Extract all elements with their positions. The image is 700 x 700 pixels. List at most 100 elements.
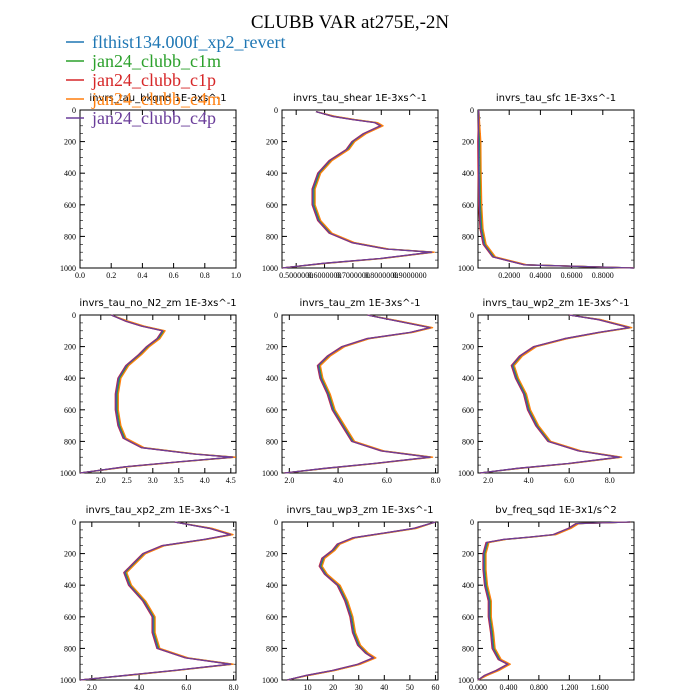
y-tick-label: 200 [266,343,278,352]
series-line-jan24_clubb_c4m [284,314,434,474]
x-tick-label: 0.6000 [561,271,583,280]
panel-title: invrs_tau_sfc 1E-3xs^-1 [496,93,616,104]
series-line-flthist134.000f_xp2_revert [284,314,432,474]
y-tick-label: 600 [64,201,76,210]
panel-invrs_tau_wp3_zm: invrs_tau_wp3_zm 1E-3xs^-1 0 200 400 600 800 1… [262,505,439,692]
y-tick-label: 800 [462,232,474,241]
x-tick-label: 6.0 [564,476,574,485]
x-tick-label: 4.0 [134,683,144,692]
series-line-jan24_clubb_c1m [478,109,635,269]
y-tick-label: 800 [64,437,76,446]
y-tick-label: 600 [266,613,278,622]
x-tick-label: 4.0 [524,476,534,485]
x-tick-label: 40 [380,683,388,692]
series-line-jan24_clubb_c4p [286,521,436,681]
series-line-jan24_clubb_c4p [79,314,234,474]
x-tick-label: 20 [329,683,337,692]
x-tick-label: 2.0 [284,476,294,485]
x-tick-label: 0.5000000 [279,271,313,280]
y-tick-label: 600 [64,406,76,415]
y-tick-label: 200 [462,138,474,147]
panel-invrs_tau_shear: invrs_tau_shear 1E-3xs^-1 0 200 400 600 800 10… [262,93,439,280]
series-line-jan24_clubb_c4m [479,314,633,474]
x-tick-label: 2.0 [87,683,97,692]
plot-frame [477,521,635,681]
series-line-jan24_clubb_c1m [281,110,435,269]
series-line-jan24_clubb_c4m [478,109,635,269]
y-tick-label: 200 [462,550,474,559]
x-tick-label: 0.8000000 [364,271,398,280]
series-line-jan24_clubb_c4m [281,110,435,269]
panel-invrs_tau_xp2_zm: invrs_tau_xp2_zm 1E-3xs^-1 0 200 400 600 800 1… [60,505,239,692]
x-tick-label: 6.0 [382,476,392,485]
plot-frame [477,314,635,474]
x-tick-label: 0.6000000 [308,271,342,280]
series-line-flthist134.000f_xp2_revert [478,109,635,269]
series-line-jan24_clubb_c1p [79,521,231,681]
y-tick-label: 400 [266,581,278,590]
y-tick-label: 200 [64,550,76,559]
x-tick-label: 0.6 [169,271,179,280]
y-tick-label: 400 [266,169,278,178]
series-line-jan24_clubb_c4m [286,521,436,681]
y-tick-label: 0 [470,518,474,527]
y-tick-label: 200 [266,138,278,147]
panel-invrs_tau_wp2_zm: invrs_tau_wp2_zm 1E-3xs^-1 0 200 400 600 800 1… [458,298,635,485]
y-tick-label: 400 [462,374,474,383]
series-line-jan24_clubb_c4p [79,521,232,681]
y-tick-label: 0 [274,311,278,320]
series-line-flthist134.000f_xp2_revert [479,314,631,474]
panel-invrs_tau_sfc: invrs_tau_sfc 1E-3xs^-1 0 200 400 600 800 1000… [458,93,635,280]
x-tick-label: 0.4000 [529,271,551,280]
series-line-jan24_clubb_c4m [477,521,631,681]
figure-title: CLUBB VAR at275E,-2N [251,12,450,33]
x-tick-label: 1.200 [560,683,578,692]
x-tick-label: 3.0 [148,476,158,485]
y-tick-label: 0 [72,518,76,527]
x-tick-label: 0.8 [200,271,210,280]
x-tick-label: 2.5 [122,476,132,485]
y-tick-label: 400 [462,581,474,590]
x-tick-label: 2.0 [483,476,493,485]
y-tick-label: 800 [462,437,474,446]
legend-item: jan24_clubb_c4m [91,89,221,109]
x-tick-label: 4.5 [226,476,236,485]
legend: flthist134.000f_xp2_revertjan24_clubb_c1… [66,32,285,128]
x-tick-label: 6.0 [181,683,191,692]
series-line-jan24_clubb_c1m [479,314,632,474]
x-tick-label: 3.5 [174,476,184,485]
x-tick-label: 0.400 [499,683,517,692]
y-tick-label: 200 [64,138,76,147]
series-line-jan24_clubb_c1p [479,314,630,474]
x-tick-label: 1.600 [591,683,609,692]
plot-frame [477,109,635,269]
y-tick-label: 1000 [262,469,278,478]
y-tick-label: 1000 [60,676,76,685]
x-tick-label: 0.4 [137,271,147,280]
x-tick-label: 0.2 [106,271,116,280]
x-tick-label: 0.800 [530,683,548,692]
plot-frame [79,109,237,269]
y-tick-label: 800 [64,644,76,653]
x-tick-label: 8.0 [605,476,615,485]
y-tick-label: 200 [462,343,474,352]
y-tick-label: 600 [462,201,474,210]
y-tick-label: 800 [266,644,278,653]
series-line-jan24_clubb_c1m [284,314,433,474]
x-tick-label: 8.0 [431,476,441,485]
series-line-jan24_clubb_c1m [79,521,234,681]
series-line-jan24_clubb_c1p [477,521,631,681]
x-tick-label: 4.0 [200,476,210,485]
y-tick-label: 400 [64,169,76,178]
y-tick-label: 0 [72,106,76,115]
y-tick-label: 200 [266,550,278,559]
legend-item: jan24_clubb_c1m [91,51,221,71]
panel-title: invrs_tau_zm 1E-3xs^-1 [299,298,420,309]
x-tick-label: 0.7000000 [336,271,370,280]
x-tick-label: 0.8000 [592,271,614,280]
y-tick-label: 600 [266,201,278,210]
y-tick-label: 1000 [458,264,474,273]
y-tick-label: 0 [470,106,474,115]
x-tick-label: 8.0 [229,683,239,692]
